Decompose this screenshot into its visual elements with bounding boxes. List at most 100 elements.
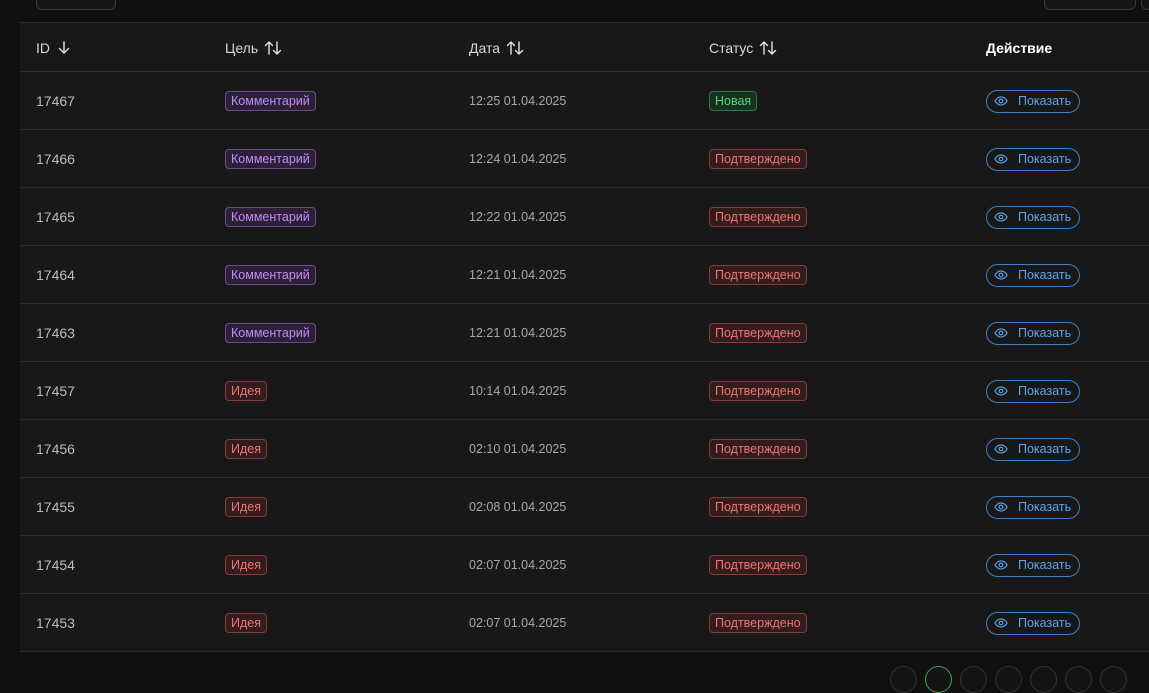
row-action-cell: Показать: [986, 536, 1081, 594]
eye-icon: [994, 500, 1013, 514]
row-action-cell: Показать: [986, 420, 1081, 478]
row-action-cell: Показать: [986, 188, 1081, 246]
show-button-label: Показать: [1018, 326, 1072, 340]
row-target-cell: Идея: [225, 536, 267, 594]
status-badge: Подтверждено: [709, 207, 807, 227]
status-badge: Новая: [709, 91, 758, 111]
row-date: 12:24 01.04.2025: [469, 152, 567, 166]
row-id: 17465: [36, 209, 75, 225]
row-target-cell: Комментарий: [225, 188, 316, 246]
column-status-header[interactable]: Статус: [709, 23, 777, 72]
table-row: 17465 Комментарий 12:22 01.04.2025 Подтверж…: [20, 188, 1149, 246]
pagination-button[interactable]: [960, 666, 987, 693]
row-target-cell: Идея: [225, 594, 267, 652]
toolbar-left-button[interactable]: [36, 0, 116, 10]
table-row: 17463 Комментарий 12:21 01.04.2025 Подтверж…: [20, 304, 1149, 362]
show-button[interactable]: Показать: [986, 553, 1081, 577]
status-badge: Подтверждено: [709, 381, 807, 401]
column-target-header[interactable]: Цель: [225, 23, 282, 72]
show-button[interactable]: Показать: [986, 495, 1081, 519]
eye-icon: [994, 326, 1013, 340]
arrow-down-icon[interactable]: [56, 40, 72, 56]
row-action-cell: Показать: [986, 304, 1081, 362]
pagination-button[interactable]: [1030, 666, 1057, 693]
table-row: 17466 Комментарий 12:24 01.04.2025 Подтверж…: [20, 130, 1149, 188]
row-target-cell: Комментарий: [225, 72, 316, 130]
arrows-up-down-icon[interactable]: [759, 40, 777, 56]
toolbar-right-button[interactable]: [1044, 0, 1136, 10]
column-action-label: Действие: [986, 39, 1053, 56]
row-id: 17454: [36, 557, 75, 573]
target-badge: Идея: [225, 381, 267, 401]
eye-icon: [994, 152, 1013, 166]
table-row: 17457 Идея 10:14 01.04.2025 Подтверждено Пок…: [20, 362, 1149, 420]
row-status-cell: Новая: [709, 72, 758, 130]
show-button[interactable]: Показать: [986, 89, 1081, 113]
row-target-cell: Идея: [225, 420, 267, 478]
eye-icon: [994, 558, 1013, 572]
table-row: 17455 Идея 02:08 01.04.2025 Подтверждено Пок…: [20, 478, 1149, 536]
reports-table: ID Цель Дата Статус Действие 1746: [20, 22, 1149, 652]
row-date: 02:07 01.04.2025: [469, 558, 567, 572]
target-badge: Комментарий: [225, 149, 316, 169]
column-action-header: Действие: [986, 23, 1052, 72]
row-target-cell: Идея: [225, 478, 267, 536]
target-badge: Идея: [225, 613, 267, 633]
show-button-label: Показать: [1018, 384, 1072, 398]
row-target-cell: Идея: [225, 362, 267, 420]
pagination-button[interactable]: [1100, 666, 1127, 693]
column-id-header[interactable]: ID: [36, 23, 72, 72]
row-id: 17464: [36, 267, 75, 283]
pagination-button-active[interactable]: [925, 666, 952, 693]
column-date-header[interactable]: Дата: [469, 23, 524, 72]
eye-icon: [994, 268, 1013, 282]
target-badge: Комментарий: [225, 207, 316, 227]
toolbar-extra-button[interactable]: [1141, 0, 1149, 10]
target-badge: Комментарий: [225, 91, 316, 111]
row-action-cell: Показать: [986, 594, 1081, 652]
arrows-up-down-icon[interactable]: [264, 40, 282, 56]
row-status-cell: Подтверждено: [709, 130, 807, 188]
row-status-cell: Подтверждено: [709, 188, 807, 246]
row-date: 12:22 01.04.2025: [469, 210, 567, 224]
target-badge: Идея: [225, 555, 267, 575]
show-button-label: Показать: [1018, 500, 1072, 514]
row-id: 17467: [36, 93, 75, 109]
eye-icon: [994, 210, 1013, 224]
eye-icon: [994, 442, 1013, 456]
status-badge: Подтверждено: [709, 613, 807, 633]
show-button[interactable]: Показать: [986, 379, 1081, 403]
table-row: 17453 Идея 02:07 01.04.2025 Подтверждено Пок…: [20, 594, 1149, 652]
column-id-label: ID: [36, 39, 50, 56]
arrows-up-down-icon[interactable]: [506, 40, 524, 56]
show-button[interactable]: Показать: [986, 263, 1081, 287]
target-badge: Идея: [225, 497, 267, 517]
pagination-button[interactable]: [890, 666, 917, 693]
status-badge: Подтверждено: [709, 439, 807, 459]
row-date: 02:07 01.04.2025: [469, 616, 567, 630]
row-status-cell: Подтверждено: [709, 478, 807, 536]
column-status-label: Статус: [709, 39, 754, 56]
show-button[interactable]: Показать: [986, 321, 1081, 345]
table-row: 17467 Комментарий 12:25 01.04.2025 Новая Пок…: [20, 72, 1149, 130]
show-button[interactable]: Показать: [986, 205, 1081, 229]
pagination-button[interactable]: [995, 666, 1022, 693]
row-status-cell: Подтверждено: [709, 304, 807, 362]
row-status-cell: Подтверждено: [709, 536, 807, 594]
target-badge: Комментарий: [225, 323, 316, 343]
row-action-cell: Показать: [986, 72, 1081, 130]
row-status-cell: Подтверждено: [709, 420, 807, 478]
show-button[interactable]: Показать: [986, 437, 1081, 461]
row-id: 17466: [36, 151, 75, 167]
row-target-cell: Комментарий: [225, 130, 316, 188]
status-badge: Подтверждено: [709, 149, 807, 169]
pagination-button[interactable]: [1065, 666, 1092, 693]
show-button[interactable]: Показать: [986, 147, 1081, 171]
show-button[interactable]: Показать: [986, 611, 1081, 635]
row-action-cell: Показать: [986, 478, 1081, 536]
status-badge: Подтверждено: [709, 497, 807, 517]
table-row: 17454 Идея 02:07 01.04.2025 Подтверждено Пок…: [20, 536, 1149, 594]
eye-icon: [994, 616, 1013, 630]
row-action-cell: Показать: [986, 362, 1081, 420]
table-body: 17467 Комментарий 12:25 01.04.2025 Новая Пок…: [20, 72, 1149, 652]
